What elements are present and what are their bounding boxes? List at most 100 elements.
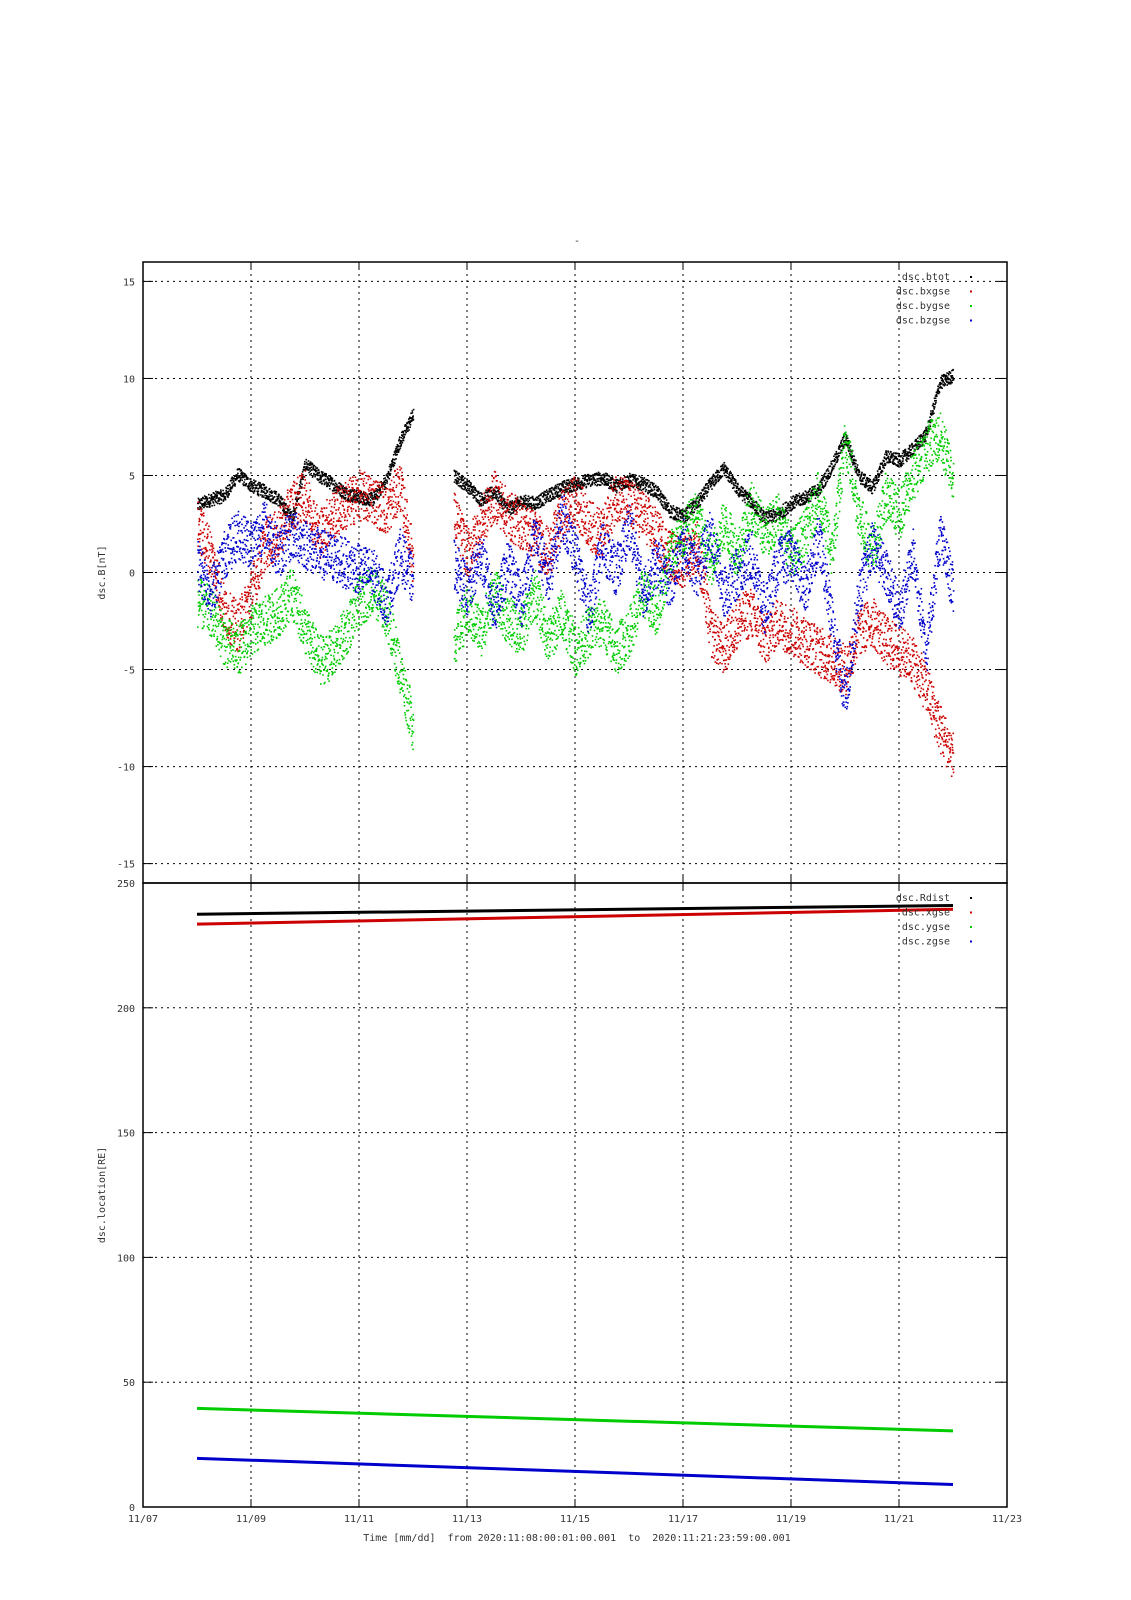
data-point xyxy=(371,497,373,499)
data-point xyxy=(296,476,299,479)
data-point xyxy=(252,576,254,579)
data-point xyxy=(660,503,663,505)
data-point xyxy=(347,497,350,500)
data-point xyxy=(211,495,213,498)
data-point xyxy=(743,495,745,498)
data-point xyxy=(732,487,734,489)
data-point xyxy=(401,471,403,474)
data-point xyxy=(308,496,310,499)
data-point xyxy=(759,519,762,521)
data-point xyxy=(791,503,794,506)
data-point xyxy=(197,538,199,541)
data-point xyxy=(257,493,260,496)
data-point xyxy=(592,476,594,479)
data-point xyxy=(589,479,591,481)
data-point xyxy=(261,496,263,498)
data-point xyxy=(649,486,652,489)
data-point xyxy=(364,496,367,499)
data-point xyxy=(925,426,927,429)
data-point xyxy=(308,515,311,517)
data-point xyxy=(557,487,560,490)
data-point xyxy=(288,509,290,512)
data-point xyxy=(639,486,642,489)
data-point xyxy=(200,510,203,512)
data-point xyxy=(394,450,397,452)
data-point xyxy=(831,469,834,471)
data-point xyxy=(397,475,399,478)
data-point xyxy=(525,508,527,510)
data-point xyxy=(746,497,749,499)
data-point xyxy=(368,490,370,492)
data-point xyxy=(744,501,746,504)
data-point xyxy=(734,482,737,484)
data-point xyxy=(592,474,595,476)
data-point xyxy=(240,469,242,471)
data-point xyxy=(231,482,233,484)
data-point xyxy=(332,521,335,523)
data-point xyxy=(535,496,538,499)
data-point xyxy=(878,475,880,477)
data-point xyxy=(225,602,228,605)
data-point xyxy=(509,500,511,503)
data-point xyxy=(407,520,410,522)
data-point xyxy=(484,496,486,499)
data-point xyxy=(789,509,792,512)
data-point xyxy=(891,461,894,463)
data-point xyxy=(313,473,315,476)
data-point xyxy=(632,479,634,481)
data-point xyxy=(497,497,500,499)
data-point xyxy=(541,503,543,506)
data-point xyxy=(825,470,828,472)
data-point xyxy=(899,455,901,457)
data-point xyxy=(574,478,576,481)
data-point xyxy=(660,492,663,495)
data-point xyxy=(835,450,838,453)
data-point xyxy=(408,551,410,554)
data-point xyxy=(214,499,216,501)
data-point xyxy=(777,514,780,516)
data-point xyxy=(651,482,654,484)
data-point xyxy=(406,526,409,529)
data-point xyxy=(695,500,697,503)
data-point xyxy=(689,507,691,509)
data-point xyxy=(381,482,383,485)
data-point xyxy=(204,505,207,507)
data-point xyxy=(248,485,251,488)
data-point xyxy=(240,472,243,474)
data-point xyxy=(823,479,826,482)
data-point xyxy=(463,484,465,487)
data-point xyxy=(262,537,265,539)
data-point xyxy=(305,490,308,492)
data-point xyxy=(833,455,835,457)
data-point xyxy=(343,491,346,493)
data-point xyxy=(905,459,907,461)
data-point xyxy=(821,483,823,486)
data-point xyxy=(600,479,602,481)
data-point xyxy=(605,483,608,485)
data-point xyxy=(794,496,797,499)
data-point xyxy=(234,485,236,487)
data-point xyxy=(879,467,881,469)
data-point xyxy=(278,516,281,519)
data-point xyxy=(247,611,249,613)
data-point xyxy=(467,528,470,530)
data-point xyxy=(519,500,521,503)
data-point xyxy=(546,496,549,498)
data-point xyxy=(768,512,771,515)
data-point xyxy=(318,517,321,519)
data-point xyxy=(411,564,414,566)
data-point xyxy=(875,479,878,481)
data-point xyxy=(702,489,704,492)
data-point xyxy=(663,498,665,500)
data-point xyxy=(818,486,820,488)
data-point xyxy=(729,477,731,480)
data-point xyxy=(328,481,331,484)
data-point xyxy=(522,503,524,505)
data-point xyxy=(533,503,535,505)
data-point xyxy=(455,474,457,476)
data-point xyxy=(589,485,592,487)
data-point xyxy=(911,453,913,455)
data-point xyxy=(379,527,382,529)
data-point xyxy=(391,503,393,505)
data-point xyxy=(247,486,250,488)
